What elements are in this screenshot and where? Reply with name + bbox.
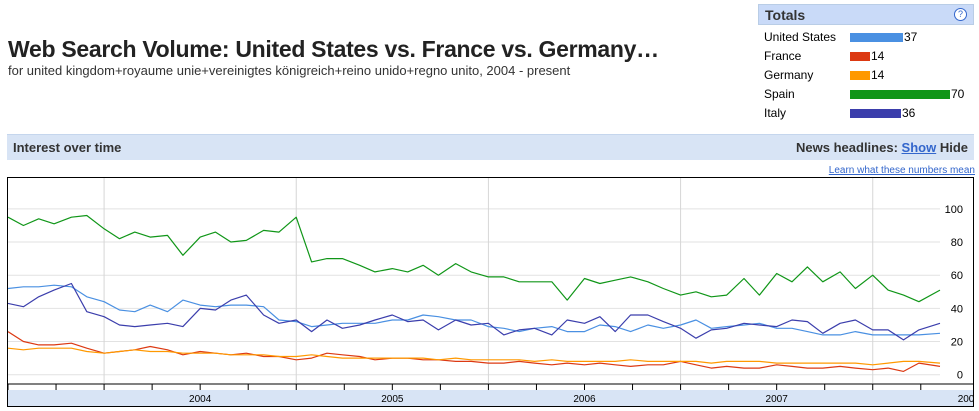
series-line-italy xyxy=(8,282,941,341)
series-line-spain xyxy=(8,214,941,303)
totals-row-name: Italy xyxy=(764,106,787,120)
x-tick-label: 2004 xyxy=(189,394,212,405)
interest-line-chart: 0 20 40 60 80 100 2004 2005 2006 2007 2008 xyxy=(8,178,973,406)
y-tick-label: 40 xyxy=(951,303,963,315)
series-line-france xyxy=(8,331,941,372)
y-tick-label: 20 xyxy=(951,337,963,349)
totals-row-bar xyxy=(850,90,950,99)
totals-row: Spain 70 xyxy=(764,87,974,101)
x-tick-label: 2007 xyxy=(766,394,789,405)
x-axis-band xyxy=(8,390,973,406)
totals-row-bar xyxy=(850,52,870,61)
y-tick-label: 100 xyxy=(945,204,963,216)
news-hide-link[interactable]: Hide xyxy=(939,140,968,155)
totals-row: United States 37 xyxy=(764,30,974,44)
series-line-germany xyxy=(8,347,941,366)
interest-over-time-title: Interest over time xyxy=(13,140,122,155)
y-tick-label: 60 xyxy=(951,270,963,282)
totals-row-value: 37 xyxy=(904,30,918,44)
totals-row-value: 14 xyxy=(871,68,885,82)
y-tick-label: 0 xyxy=(957,370,963,382)
chart-frame: 0 20 40 60 80 100 2004 2005 2006 2007 2008 xyxy=(7,177,974,407)
totals-row-bar xyxy=(850,109,901,118)
page-title: Web Search Volume: United States vs. Fra… xyxy=(8,36,659,62)
totals-row-name: Germany xyxy=(764,68,814,82)
x-tick-label: 2005 xyxy=(381,394,404,405)
totals-row: France 14 xyxy=(764,49,974,63)
totals-header: Totals ? xyxy=(758,4,974,25)
totals-row: Germany 14 xyxy=(764,68,974,82)
x-tick-label: 2008 xyxy=(958,394,973,405)
totals-row-name: France xyxy=(764,49,802,63)
totals-row-value: 36 xyxy=(902,106,916,120)
series-line-united-states xyxy=(8,284,941,336)
totals-row-value: 14 xyxy=(871,49,885,63)
totals-row-value: 70 xyxy=(951,87,965,101)
totals-row-name: Spain xyxy=(764,87,795,101)
y-tick-label: 80 xyxy=(951,237,963,249)
totals-title: Totals xyxy=(765,7,806,23)
interest-over-time-header: Interest over time News headlines: Show … xyxy=(7,134,974,160)
totals-panel: Totals ? United States 37 France 14 Germany 1… xyxy=(758,4,974,120)
totals-row: Italy 36 xyxy=(764,106,974,120)
news-headlines-label: News headlines: xyxy=(796,140,898,155)
x-tick-label: 2006 xyxy=(573,394,596,405)
news-show-link[interactable]: Show xyxy=(901,140,937,155)
page-subtitle: for united kingdom+royaume unie+vereinig… xyxy=(8,63,571,78)
totals-row-bar xyxy=(850,71,870,80)
news-headlines-control: News headlines: Show Hide xyxy=(796,140,968,155)
totals-row-bar xyxy=(850,33,903,42)
learn-numbers-link[interactable]: Learn what these numbers mean xyxy=(828,165,975,176)
help-icon[interactable]: ? xyxy=(954,8,967,21)
totals-row-name: United States xyxy=(764,30,837,44)
